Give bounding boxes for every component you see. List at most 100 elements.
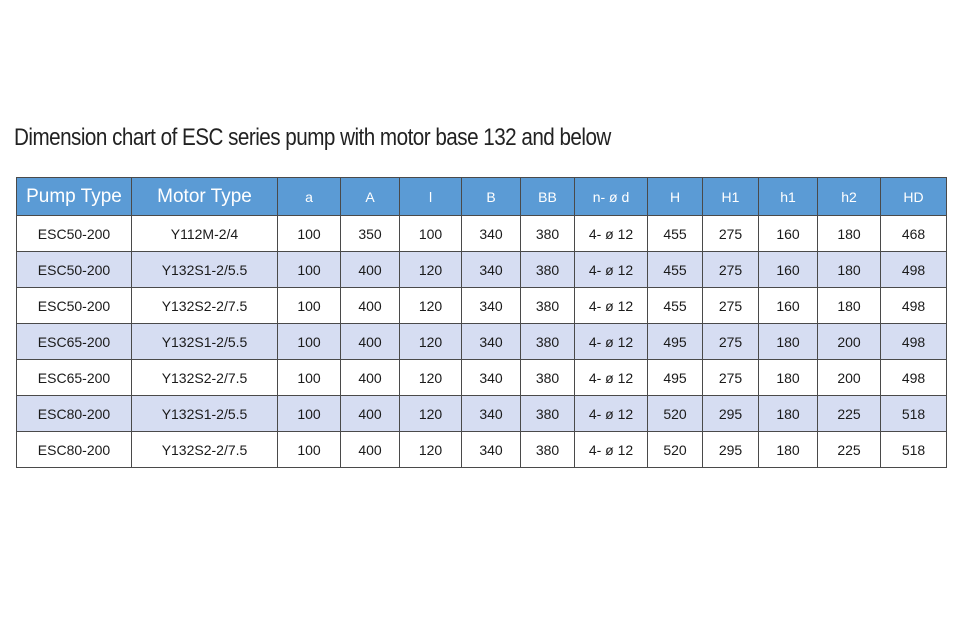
table-cell: 340 [461, 287, 521, 324]
table-cell: 200 [817, 323, 881, 360]
table-row: ESC65-200 Y132S2-2/7.5 100 400 120 340 380 4- ø… [16, 359, 947, 396]
table-cell: 400 [340, 287, 400, 324]
column-header: Pump Type [16, 177, 132, 216]
table-cell: 4- ø 12 [574, 359, 648, 396]
table-cell: Y132S2-2/7.5 [131, 287, 278, 324]
table-cell: 498 [880, 359, 947, 396]
table-cell: 100 [277, 215, 341, 252]
table-cell: 160 [758, 251, 818, 288]
table-cell: Y132S1-2/5.5 [131, 395, 278, 432]
table-cell: ESC65-200 [16, 359, 132, 396]
table-cell: 295 [702, 395, 759, 432]
table-row: ESC65-200 Y132S1-2/5.5 100 400 120 340 380 4- ø… [16, 323, 947, 360]
table-row: ESC80-200 Y132S2-2/7.5 100 400 120 340 380 4- ø… [16, 431, 947, 468]
table-cell: 340 [461, 359, 521, 396]
chart-title: Dimension chart of ESC series pump with … [14, 124, 611, 151]
table-cell: ESC65-200 [16, 323, 132, 360]
table-cell: 160 [758, 215, 818, 252]
table-cell: ESC80-200 [16, 395, 132, 432]
table-cell: 120 [399, 431, 462, 468]
table-cell: 340 [461, 431, 521, 468]
table-body: ESC50-200 Y112M-2/4 100 350 100 340 380 4- ø 12… [16, 215, 947, 468]
column-header: Motor Type [131, 177, 278, 216]
table-cell: 100 [277, 431, 341, 468]
column-header: h2 [817, 177, 881, 216]
table-cell: 180 [758, 431, 818, 468]
table-cell: 400 [340, 359, 400, 396]
table-cell: 275 [702, 215, 759, 252]
table-cell: 518 [880, 395, 947, 432]
table-cell: 518 [880, 431, 947, 468]
table-cell: 400 [340, 431, 400, 468]
table-cell: ESC50-200 [16, 215, 132, 252]
column-header: B [461, 177, 521, 216]
column-header: A [340, 177, 400, 216]
table-cell: 100 [277, 323, 341, 360]
table-cell: 400 [340, 251, 400, 288]
table-cell: 225 [817, 395, 881, 432]
table-cell: 100 [277, 395, 341, 432]
table-cell: 160 [758, 287, 818, 324]
table-cell: 455 [647, 215, 703, 252]
table-cell: 380 [520, 359, 575, 396]
table-cell: 4- ø 12 [574, 323, 648, 360]
column-header: a [277, 177, 341, 216]
table-cell: 180 [817, 287, 881, 324]
table-cell: 4- ø 12 [574, 395, 648, 432]
table-row: ESC80-200 Y132S1-2/5.5 100 400 120 340 380 4- ø… [16, 395, 947, 432]
table-cell: 180 [758, 323, 818, 360]
table-cell: 200 [817, 359, 881, 396]
table-cell: 4- ø 12 [574, 215, 648, 252]
table-row: ESC50-200 Y132S2-2/7.5 100 400 120 340 380 4- ø… [16, 287, 947, 324]
table-cell: 295 [702, 431, 759, 468]
table-cell: 380 [520, 323, 575, 360]
column-header: H1 [702, 177, 759, 216]
table-cell: 498 [880, 323, 947, 360]
table-row: ESC50-200 Y112M-2/4 100 350 100 340 380 4- ø 12… [16, 215, 947, 252]
table-cell: ESC80-200 [16, 431, 132, 468]
table-cell: 120 [399, 395, 462, 432]
table-cell: 498 [880, 251, 947, 288]
table-cell: 120 [399, 251, 462, 288]
table-cell: 520 [647, 395, 703, 432]
table-cell: 100 [277, 251, 341, 288]
table-cell: 275 [702, 323, 759, 360]
table-cell: 340 [461, 395, 521, 432]
column-header: h1 [758, 177, 818, 216]
table-cell: Y112M-2/4 [131, 215, 278, 252]
table-cell: 380 [520, 431, 575, 468]
table-cell: 180 [758, 395, 818, 432]
table-cell: 340 [461, 323, 521, 360]
table-cell: 4- ø 12 [574, 431, 648, 468]
table-cell: 120 [399, 323, 462, 360]
table-cell: 100 [277, 287, 341, 324]
table-cell: 495 [647, 359, 703, 396]
table-cell: 275 [702, 251, 759, 288]
column-header: BB [520, 177, 575, 216]
table-cell: 455 [647, 287, 703, 324]
table-cell: 455 [647, 251, 703, 288]
table-cell: 380 [520, 215, 575, 252]
table-cell: ESC50-200 [16, 287, 132, 324]
table-cell: 380 [520, 287, 575, 324]
column-header: HD [880, 177, 947, 216]
table-cell: 275 [702, 287, 759, 324]
table-cell: 180 [817, 215, 881, 252]
table-cell: ESC50-200 [16, 251, 132, 288]
table-cell: 4- ø 12 [574, 251, 648, 288]
table-cell: 120 [399, 287, 462, 324]
table-cell: 340 [461, 251, 521, 288]
column-header: l [399, 177, 462, 216]
table-cell: Y132S2-2/7.5 [131, 431, 278, 468]
table-cell: 340 [461, 215, 521, 252]
table-cell: 495 [647, 323, 703, 360]
table-cell: 498 [880, 287, 947, 324]
table-cell: 180 [758, 359, 818, 396]
table-cell: 468 [880, 215, 947, 252]
table-cell: 350 [340, 215, 400, 252]
table-cell: 380 [520, 251, 575, 288]
column-header: H [647, 177, 703, 216]
table-cell: Y132S1-2/5.5 [131, 251, 278, 288]
table-cell: 100 [399, 215, 462, 252]
